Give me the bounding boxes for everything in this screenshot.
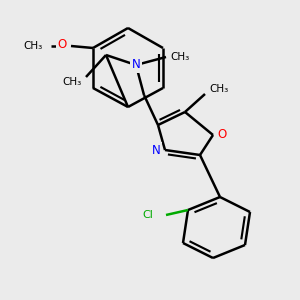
Text: O: O [57, 38, 67, 52]
Text: CH₃: CH₃ [170, 52, 190, 62]
Text: CH₃: CH₃ [62, 77, 82, 87]
Text: N: N [132, 58, 140, 71]
Text: O: O [218, 128, 226, 142]
Text: N: N [152, 143, 160, 157]
Text: Cl: Cl [142, 210, 153, 220]
Text: CH₃: CH₃ [209, 84, 229, 94]
Text: CH₃: CH₃ [23, 41, 43, 51]
